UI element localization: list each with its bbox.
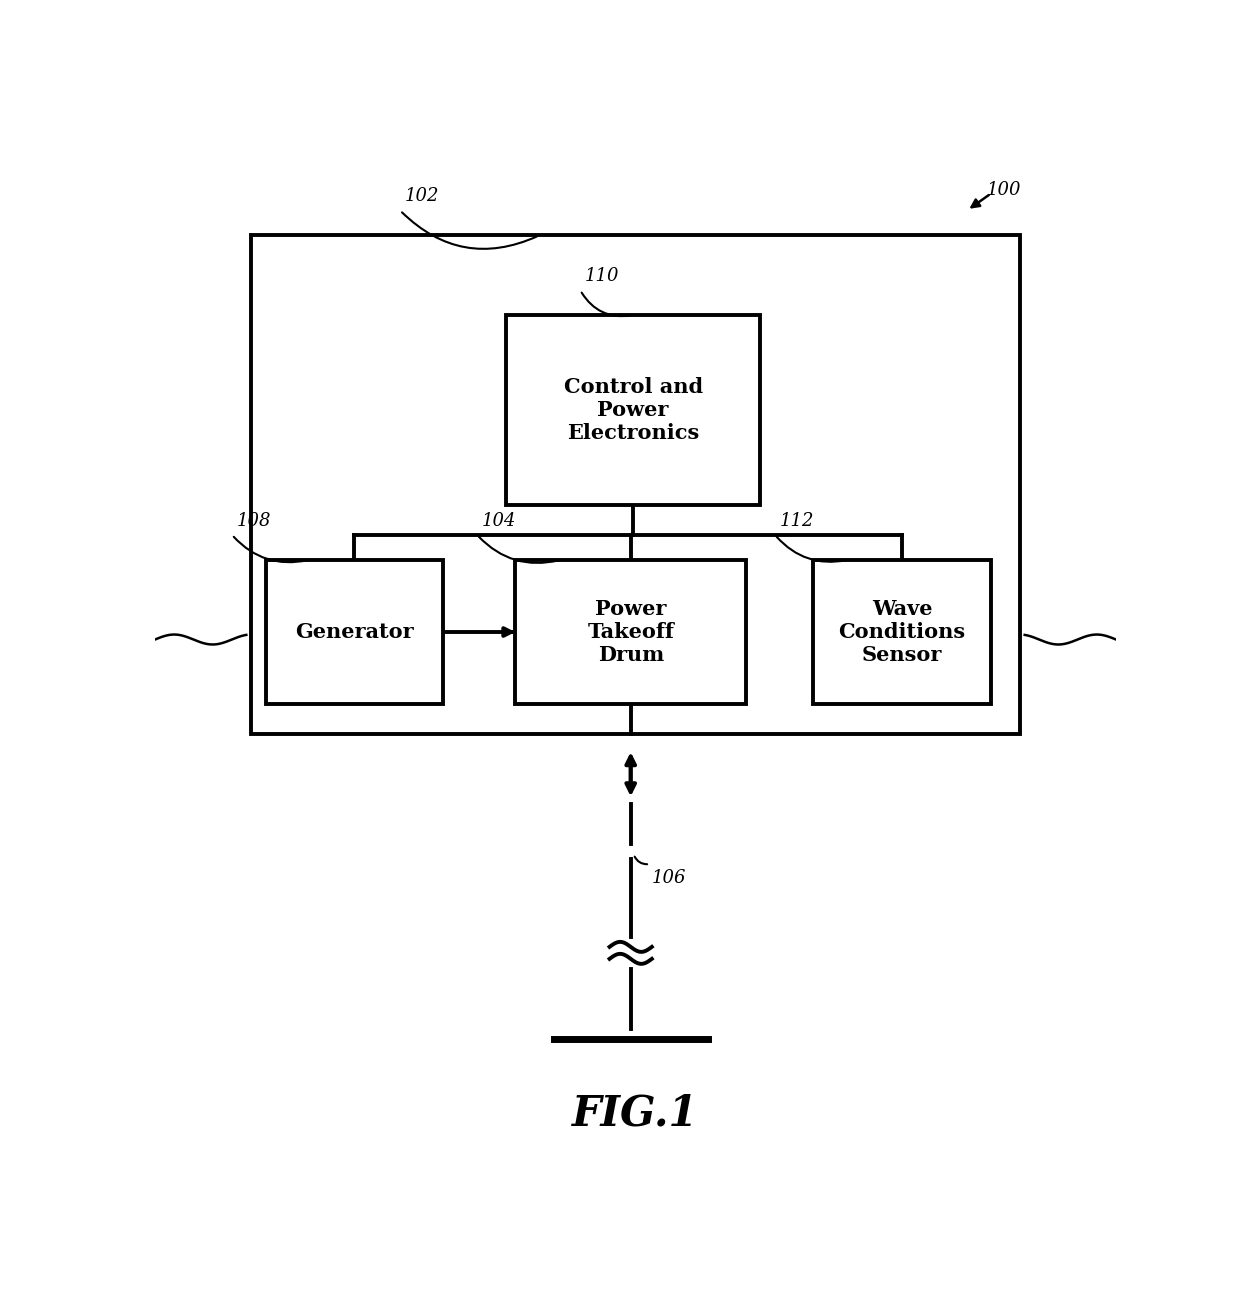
Text: 110: 110: [585, 267, 620, 285]
Bar: [516, 560, 746, 705]
Text: 112: 112: [780, 512, 815, 530]
Text: Generator: Generator: [295, 622, 414, 642]
Text: FIG.1: FIG.1: [572, 1093, 699, 1134]
Text: 106: 106: [652, 870, 686, 886]
Bar: [265, 560, 444, 705]
Bar: [506, 315, 760, 505]
Text: 108: 108: [237, 512, 272, 530]
Text: 104: 104: [481, 512, 516, 530]
Bar: [250, 236, 1021, 735]
Bar: [813, 560, 991, 705]
Text: Wave
Conditions
Sensor: Wave Conditions Sensor: [838, 599, 966, 665]
Text: Power
Takeoff
Drum: Power Takeoff Drum: [588, 599, 675, 665]
Text: Control and
Power
Electronics: Control and Power Electronics: [563, 377, 703, 443]
Text: 102: 102: [404, 188, 439, 205]
Text: 100: 100: [986, 181, 1021, 200]
